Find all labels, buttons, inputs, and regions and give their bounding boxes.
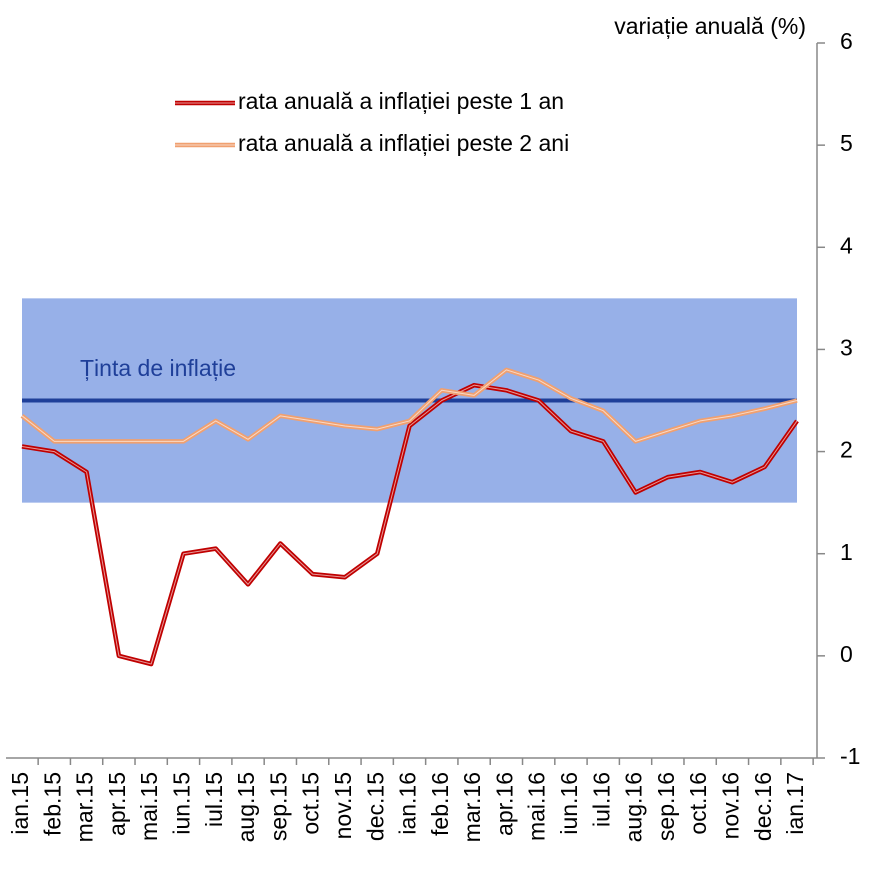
x-tick-label: dec.15 [362,772,388,841]
x-tick-label: feb.15 [39,772,65,836]
x-tick-label: ian.17 [782,772,808,835]
y-tick-label: 1 [840,539,853,565]
legend-label: rata anuală a inflației peste 2 ani [238,130,569,156]
x-tick-label: ian.16 [395,772,421,835]
y-tick-label: -1 [840,743,860,769]
x-tick-label: mar.15 [72,772,98,842]
x-tick-label: apr.16 [491,772,517,836]
x-tick-label: iul.15 [201,772,227,827]
series-line-highlight [21,384,798,665]
x-tick-label: mar.16 [459,772,485,842]
x-tick-label: ian.15 [7,772,33,835]
x-tick-label: sep.15 [265,772,291,841]
y-tick-label: 5 [840,130,853,156]
x-tick-label: iul.16 [588,772,614,827]
target-label: Ținta de inflație [80,355,236,381]
y-tick-label: 4 [840,232,853,258]
y-tick-label: 2 [840,437,853,463]
y-tick-label: 6 [840,28,853,54]
x-tick-label: dec.16 [750,772,776,841]
legend-label: rata anuală a inflației peste 1 an [238,88,564,114]
x-tick-label: mai.15 [136,772,162,841]
y-tick-label: 3 [840,335,853,361]
x-tick-label: nov.16 [717,772,743,839]
x-tick-label: aug.15 [233,772,259,842]
x-tick-label: oct.16 [685,772,711,835]
x-tick-label: oct.15 [298,772,324,835]
x-tick-label: feb.16 [427,772,453,836]
series-line-highlight [21,369,798,442]
x-tick-label: iun.15 [169,772,195,835]
x-tick-label: iun.16 [556,772,582,835]
x-tick-label: sep.16 [653,772,679,841]
x-tick-label: nov.15 [330,772,356,839]
x-tick-label: aug.16 [621,772,647,842]
y-axis-label: variație anuală (%) [614,13,806,39]
x-tick-label: mai.16 [524,772,550,841]
y-tick-label: 0 [840,641,853,667]
x-tick-label: apr.15 [104,772,130,836]
